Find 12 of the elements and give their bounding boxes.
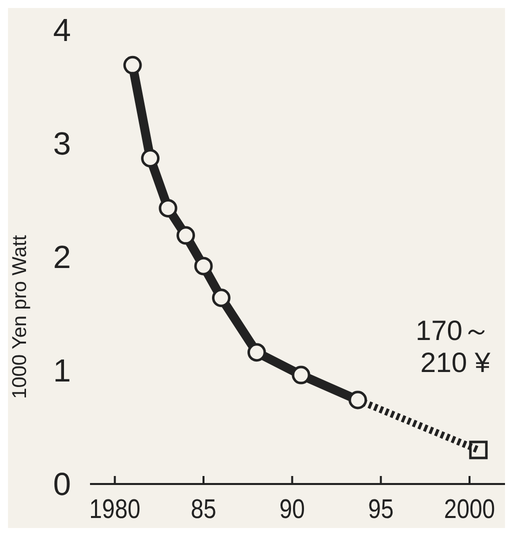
- y-tick-label: 2: [53, 239, 71, 275]
- x-tick-label: 90: [279, 494, 305, 524]
- y-tick-label: 1: [53, 352, 71, 388]
- x-tick-label: 95: [368, 494, 394, 524]
- annotation: 170～ 210 ¥: [416, 314, 491, 378]
- y-tick-label: 4: [53, 12, 71, 48]
- y-tick-label: 0: [53, 466, 71, 502]
- y-tick-label: 3: [53, 126, 71, 162]
- y-axis-title: 1000 Yen pro Watt: [9, 234, 31, 399]
- x-tick-label: 2000: [444, 494, 496, 524]
- x-tick-label: 1980: [89, 494, 140, 524]
- x-tick-label: 85: [190, 494, 216, 524]
